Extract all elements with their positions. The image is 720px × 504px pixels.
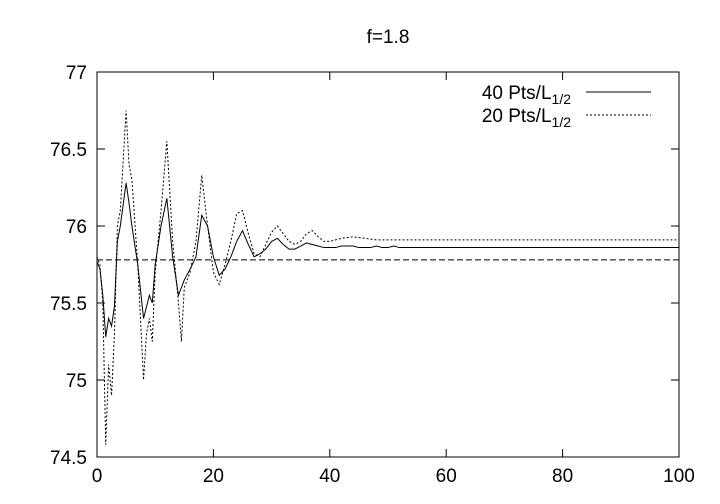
series-line-2-dotted <box>96 110 679 445</box>
plot-frame <box>96 71 680 458</box>
x-tick-label: 80 <box>552 466 573 487</box>
legend-label: 40 Pts/L1/2 <box>482 83 571 107</box>
y-tick-label: 75.5 <box>50 294 87 315</box>
y-axis: 74.5 75 75.5 76 76.5 77 <box>50 63 679 469</box>
legend: 40 Pts/L1/220 Pts/L1/2 <box>482 83 651 130</box>
y-tick-label: 77 <box>66 63 87 84</box>
x-axis: 0 20 40 60 80 100 <box>92 72 695 487</box>
y-tick-label: 74.5 <box>50 448 87 469</box>
x-tick-label: 100 <box>663 466 695 487</box>
series-line-1-solid <box>96 182 679 337</box>
chart-title: f=1.8 <box>367 27 410 48</box>
y-tick-label: 75 <box>66 371 87 392</box>
legend-label: 20 Pts/L1/2 <box>482 106 571 130</box>
y-tick-label: 76.5 <box>50 140 87 161</box>
series-layer <box>96 110 679 445</box>
x-tick-label: 60 <box>436 466 457 487</box>
x-tick-label: 40 <box>319 466 340 487</box>
y-tick-label: 76 <box>66 217 87 238</box>
x-tick-label: 0 <box>92 466 103 487</box>
x-tick-label: 20 <box>203 466 224 487</box>
